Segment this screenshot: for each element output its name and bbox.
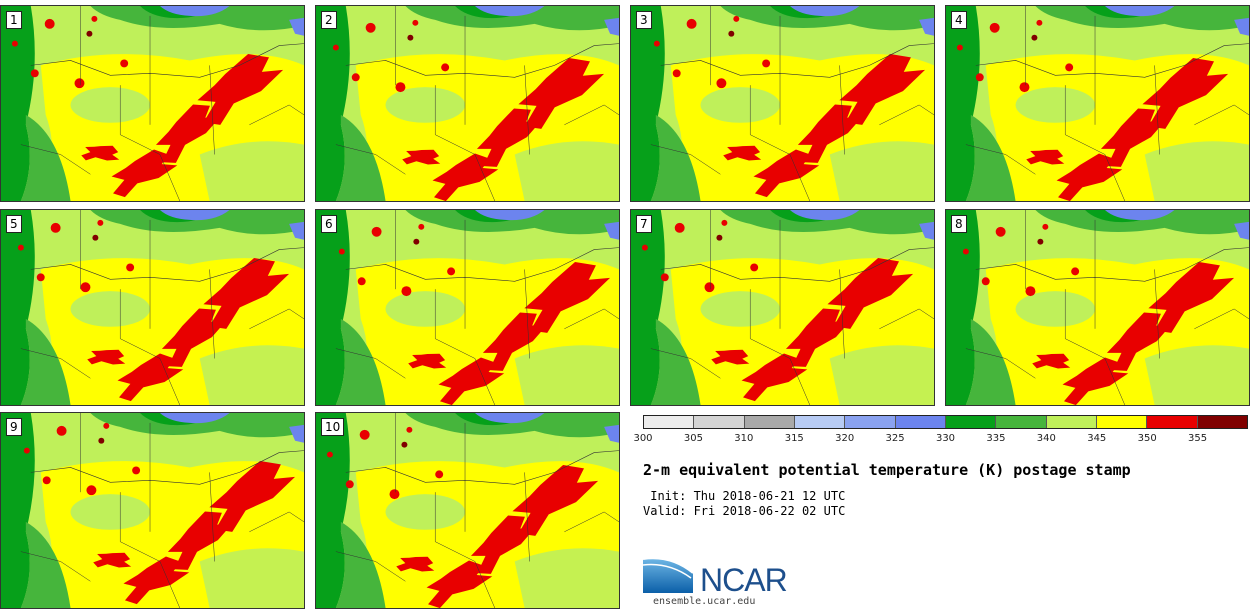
colorbar-tick: 345	[1087, 433, 1107, 444]
ensemble-member-panel: 5	[0, 209, 305, 406]
colorbar-swatch	[1046, 416, 1097, 428]
colorbar-swatch	[644, 416, 695, 428]
colorbar-tick: 300	[633, 433, 653, 444]
member-number-label: 7	[636, 215, 652, 233]
ensemble-member-panel: 7	[630, 209, 935, 406]
colorbar-swatch	[1096, 416, 1148, 428]
colorbar-swatch	[845, 416, 896, 428]
member-number-label: 8	[951, 215, 967, 233]
ensemble-member-panel: 4	[945, 5, 1250, 202]
ensemble-member-panel: 9	[0, 412, 305, 609]
member-number-label: 2	[321, 11, 337, 29]
colorbar-tick: 315	[784, 433, 804, 444]
ncar-logo-icon	[643, 557, 694, 593]
member-number-label: 5	[6, 215, 22, 233]
website-url: ensemble.ucar.edu	[653, 596, 756, 607]
colorbar-tick: 330	[935, 433, 956, 444]
init-time: Init: Thu 2018-06-21 12 UTC	[643, 489, 846, 503]
colorbar-tick: 305	[683, 433, 703, 444]
ensemble-member-panel: 8	[945, 209, 1250, 406]
colorbar-swatch	[996, 416, 1047, 428]
member-number-label: 4	[951, 11, 967, 29]
colorbar	[643, 415, 1248, 429]
colorbar-swatch	[895, 416, 946, 428]
ensemble-member-panel: 2	[315, 5, 620, 202]
member-number-label: 3	[636, 11, 652, 29]
colorbar-swatch	[945, 416, 997, 428]
ensemble-member-panel: 10	[315, 412, 620, 609]
colorbar-tick: 325	[885, 433, 905, 444]
colorbar-swatch	[1147, 416, 1198, 428]
colorbar-tick: 355	[1188, 433, 1208, 444]
member-number-label: 10	[321, 418, 345, 436]
colorbar-tick: 340	[1036, 433, 1056, 444]
figure-title: 2-m equivalent potential temperature (K)…	[643, 461, 1131, 479]
colorbar-tick-labels: 300 305 310 315 320 325 330 335 340 345 350 355	[633, 433, 1248, 447]
ensemble-member-panel: 6	[315, 209, 620, 406]
ensemble-member-panel: 1	[0, 5, 305, 202]
ensemble-member-panel: 3	[630, 5, 935, 202]
logo-text: NCAR	[700, 562, 788, 598]
colorbar-tick: 350	[1137, 433, 1157, 444]
member-number-label: 6	[321, 215, 337, 233]
colorbar-swatch	[744, 416, 795, 428]
colorbar-tick: 335	[986, 433, 1006, 444]
colorbar-tick: 320	[835, 433, 855, 444]
colorbar-swatch	[1197, 416, 1247, 428]
member-number-label: 1	[6, 11, 22, 29]
valid-time: Valid: Fri 2018-06-22 02 UTC	[643, 504, 846, 518]
colorbar-swatch	[794, 416, 846, 428]
member-number-label: 9	[6, 418, 22, 436]
colorbar-tick: 310	[734, 433, 754, 444]
colorbar-swatch	[694, 416, 745, 428]
